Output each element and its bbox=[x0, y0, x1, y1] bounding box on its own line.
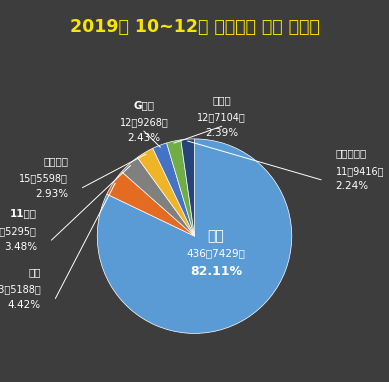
Text: 3.48%: 3.48% bbox=[4, 242, 37, 252]
Text: 인터파크: 인터파크 bbox=[43, 156, 68, 166]
Wedge shape bbox=[122, 157, 194, 236]
Text: 옥션: 옥션 bbox=[28, 267, 41, 277]
Text: 18만5295건: 18만5295건 bbox=[0, 226, 37, 236]
Text: 티켓몬스터: 티켓몬스터 bbox=[335, 148, 367, 159]
Wedge shape bbox=[137, 148, 194, 236]
Text: 12만7104건: 12만7104건 bbox=[197, 112, 246, 122]
Text: 12만9268건: 12만9268건 bbox=[119, 117, 168, 127]
Text: 436만7429건: 436만7429건 bbox=[186, 249, 245, 259]
Text: 82.11%: 82.11% bbox=[190, 265, 242, 278]
Text: 11만9416건: 11만9416건 bbox=[335, 166, 384, 176]
Wedge shape bbox=[107, 172, 194, 236]
Wedge shape bbox=[97, 139, 292, 333]
Wedge shape bbox=[153, 143, 194, 236]
Text: 2019년 10~12월 오픈마켓 정보 점유율: 2019년 10~12월 오픈마켓 정보 점유율 bbox=[70, 18, 319, 36]
Text: 위메프: 위메프 bbox=[212, 95, 231, 105]
Text: 2.43%: 2.43% bbox=[127, 133, 161, 143]
Wedge shape bbox=[166, 140, 194, 236]
Text: 23만5188건: 23만5188건 bbox=[0, 285, 41, 295]
Text: 2.24%: 2.24% bbox=[335, 181, 369, 191]
Text: 15만5598건: 15만5598건 bbox=[19, 174, 68, 184]
Wedge shape bbox=[181, 139, 194, 236]
Text: 2.39%: 2.39% bbox=[205, 128, 238, 138]
Text: 11번가: 11번가 bbox=[10, 209, 37, 219]
Text: G마켓: G마켓 bbox=[133, 100, 154, 110]
Text: 2.93%: 2.93% bbox=[35, 189, 68, 199]
Text: 4.42%: 4.42% bbox=[8, 300, 41, 310]
Text: 쿠팡: 쿠팡 bbox=[207, 229, 224, 243]
